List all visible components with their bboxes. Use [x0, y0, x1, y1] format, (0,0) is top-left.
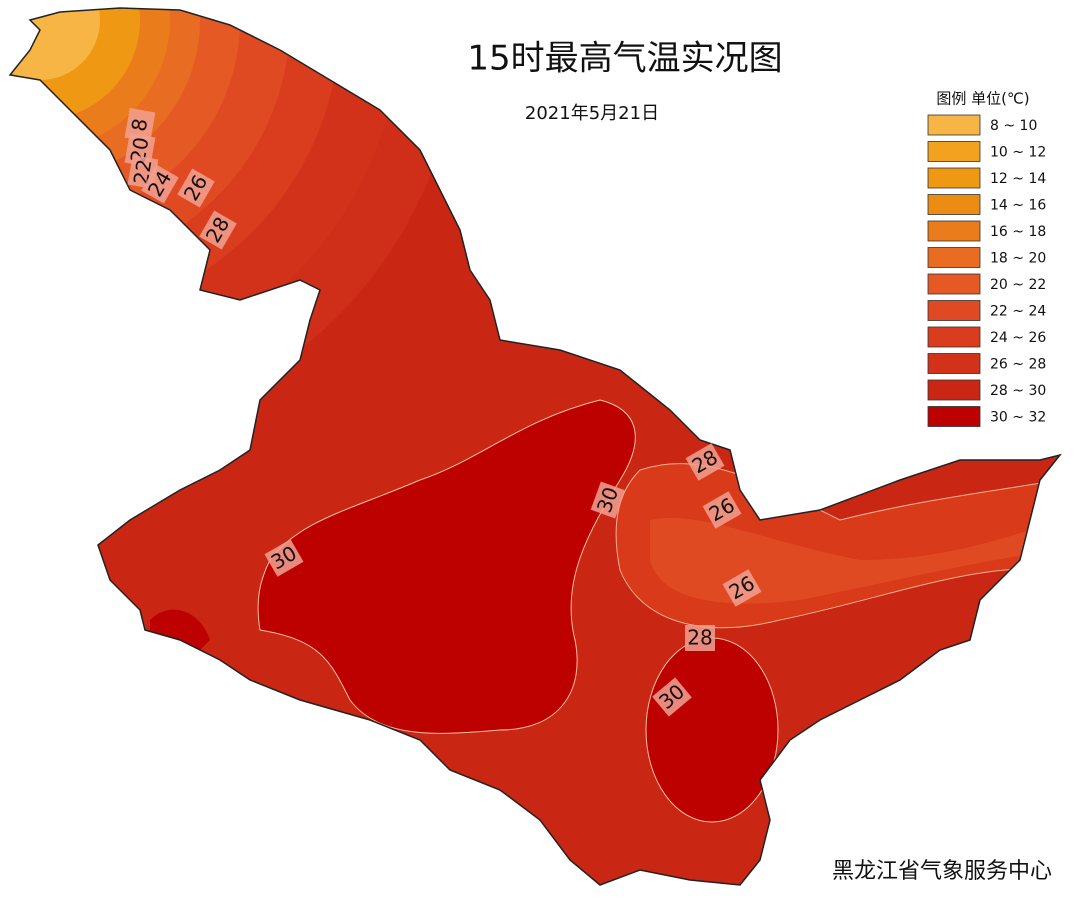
contour-label-box	[264, 539, 304, 577]
contour-label-box	[702, 491, 742, 529]
contour-label-text: 28	[687, 626, 712, 650]
contour-label: 28	[685, 625, 715, 651]
contour-label-box	[177, 168, 215, 208]
contour-label-box	[685, 443, 725, 481]
legend-swatch	[927, 379, 981, 401]
legend-label: 8 ~ 10	[990, 118, 1037, 134]
legend-swatch	[927, 194, 981, 215]
map-title: 15时最高气温实况图	[467, 39, 782, 79]
legend-label: 24 ~ 26	[990, 330, 1046, 346]
legend-label: 30 ~ 32	[990, 410, 1046, 426]
contour-label-box	[685, 625, 715, 651]
legend-swatch	[927, 220, 981, 242]
province-outline	[8, 7, 1062, 886]
legend-swatch	[927, 300, 981, 321]
legend-swatch	[927, 273, 981, 295]
contour-label-box	[652, 677, 692, 717]
legend-swatch	[927, 167, 981, 189]
legend-label: 16 ~ 18	[990, 224, 1046, 240]
legend-label: 28 ~ 30	[990, 383, 1046, 399]
legend-label: 12 ~ 14	[990, 171, 1046, 187]
legend-label: 26 ~ 28	[990, 357, 1046, 373]
legend-swatch	[927, 114, 981, 136]
map-date: 2021年5月21日	[525, 103, 659, 124]
contour-label-box	[722, 569, 762, 607]
legend-swatch	[927, 353, 981, 374]
legend-label: 20 ~ 22	[990, 277, 1046, 293]
legend-label: 18 ~ 20	[990, 251, 1046, 267]
contour-label-text: 8	[127, 117, 153, 134]
legend-label: 10 ~ 12	[990, 145, 1046, 161]
legend-label: 22 ~ 24	[990, 304, 1046, 320]
legend-label: 14 ~ 16	[990, 198, 1046, 214]
legend-swatch	[927, 141, 981, 162]
credit: 黑龙江省气象服务中心	[832, 859, 1052, 884]
contour-label-box	[199, 210, 237, 250]
legend-swatch	[927, 406, 981, 427]
legend-heading: 图例 单位(℃)	[936, 90, 1029, 108]
contour-label-box	[590, 481, 626, 519]
legend-swatch	[927, 247, 981, 268]
legend-swatch	[927, 326, 981, 348]
contour-label-box	[141, 164, 179, 204]
